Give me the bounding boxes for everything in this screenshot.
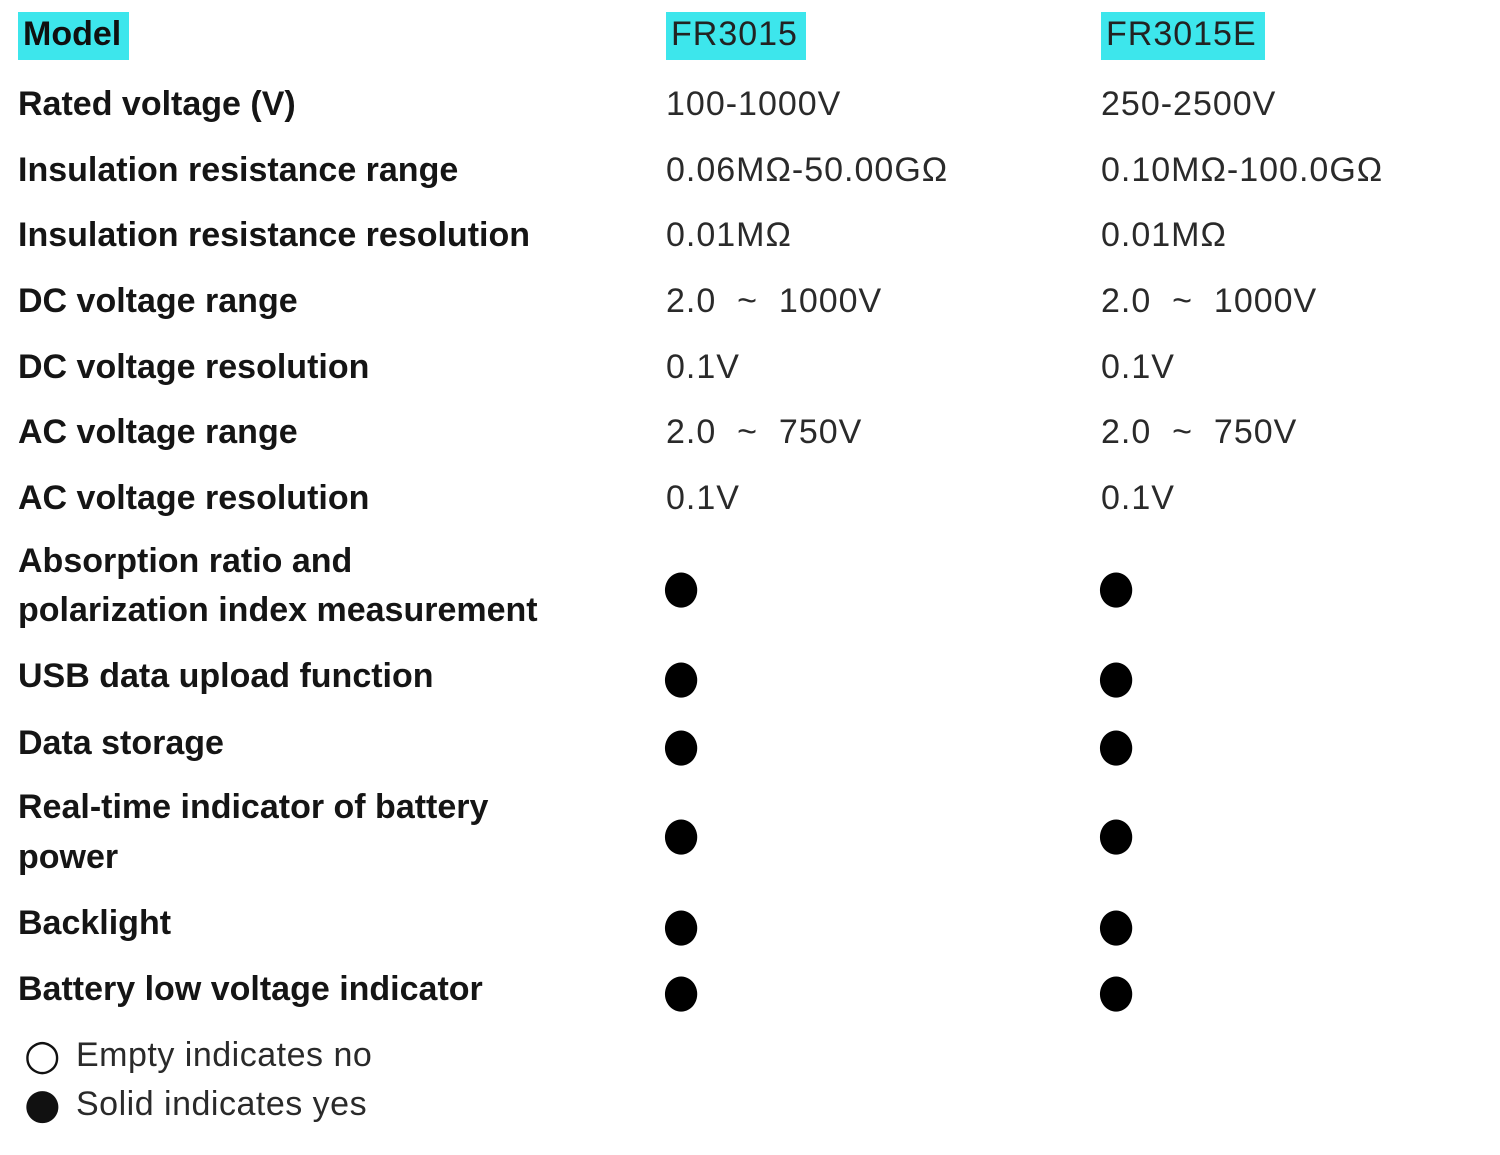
spec-row-dc-voltage-range: DC voltage range 2.0 ~ 1000V 2.0 ~ 1000V bbox=[0, 269, 1500, 335]
spec-value-fr3015e: 0.1V bbox=[1101, 347, 1175, 386]
spec-label-text: Rated voltage (V) bbox=[18, 85, 296, 124]
solid-circle-icon: ● bbox=[1097, 896, 1135, 951]
legend-text-solid: Solid indicates yes bbox=[76, 1084, 368, 1123]
legend-text-empty: Empty indicates no bbox=[76, 1035, 373, 1074]
solid-circle-icon: ● bbox=[1097, 716, 1135, 771]
feature-cell-fr3015e: ● bbox=[1097, 805, 1500, 860]
solid-circle-icon: ● bbox=[662, 962, 700, 1017]
spec-label: DC voltage resolution bbox=[18, 343, 666, 392]
solid-circle-icon: ● bbox=[662, 649, 700, 704]
feature-cell-fr3015: ● bbox=[662, 896, 1101, 951]
spec-value-fr3015e: 250-2500V bbox=[1101, 85, 1277, 124]
column-header-fr3015-cell: FR3015 bbox=[666, 12, 1101, 60]
spec-row-insulation-range: Insulation resistance range 0.06MΩ-50.00… bbox=[0, 138, 1500, 204]
solid-circle-icon: ● bbox=[24, 1079, 61, 1129]
spec-label-text: USB data upload function bbox=[18, 656, 434, 695]
spec-label-text: DC voltage resolution bbox=[18, 347, 370, 386]
spec-label: Insulation resistance range bbox=[18, 146, 666, 195]
feature-row-absorption-ratio: Absorption ratio and polarization index … bbox=[0, 531, 1500, 641]
solid-circle-icon: ● bbox=[662, 805, 700, 860]
spec-label-text: Insulation resistance range bbox=[18, 150, 459, 189]
spec-label: Battery low voltage indicator bbox=[18, 965, 666, 1014]
spec-label-line1: Real-time indicator of battery bbox=[18, 788, 489, 827]
spec-row-dc-voltage-resolution: DC voltage resolution 0.1V 0.1V bbox=[0, 334, 1500, 400]
feature-cell-fr3015e: ● bbox=[1097, 896, 1500, 951]
solid-circle-icon: ● bbox=[1097, 805, 1135, 860]
model-header-cell: Model bbox=[18, 12, 666, 60]
solid-circle-icon: ● bbox=[1097, 649, 1135, 704]
spec-label: Insulation resistance resolution bbox=[18, 211, 666, 260]
feature-cell-fr3015e: ● bbox=[1097, 962, 1500, 1017]
spec-label-text: AC voltage resolution bbox=[18, 478, 370, 517]
spec-value-fr3015e: 0.01MΩ bbox=[1101, 216, 1227, 255]
feature-cell-fr3015: ● bbox=[662, 559, 1101, 614]
spec-label: Data storage bbox=[18, 719, 666, 768]
empty-circle-icon: ○ bbox=[24, 1030, 61, 1080]
feature-cell-fr3015: ● bbox=[662, 962, 1101, 1017]
solid-circle-icon: ● bbox=[662, 559, 700, 614]
solid-circle-icon: ● bbox=[1097, 962, 1135, 1017]
spec-label: AC voltage resolution bbox=[18, 474, 666, 523]
spec-label: Backlight bbox=[18, 899, 666, 948]
feature-cell-fr3015: ● bbox=[662, 716, 1101, 771]
feature-cell-fr3015: ● bbox=[662, 805, 1101, 860]
spec-label: Real-time indicator of battery power bbox=[18, 783, 666, 882]
legend-item-solid: ● Solid indicates yes bbox=[24, 1080, 1500, 1129]
solid-circle-icon: ● bbox=[1097, 559, 1135, 614]
spec-value-fr3015: 100-1000V bbox=[666, 85, 842, 124]
feature-cell-fr3015e: ● bbox=[1097, 649, 1500, 704]
spec-label-line2: polarization index measurement bbox=[18, 591, 538, 630]
spec-label-line1: Absorption ratio and bbox=[18, 541, 353, 580]
spec-value-fr3015: 0.01MΩ bbox=[666, 216, 792, 255]
spec-row-rated-voltage: Rated voltage (V) 100-1000V 250-2500V bbox=[0, 72, 1500, 138]
spec-value-fr3015e: 2.0 ~ 750V bbox=[1101, 413, 1298, 452]
feature-row-usb-upload: USB data upload function ● ● bbox=[0, 641, 1500, 711]
feature-row-battery-indicator: Real-time indicator of battery power ● ● bbox=[0, 777, 1500, 889]
spec-value-fr3015: 0.1V bbox=[666, 347, 740, 386]
spec-value-fr3015e: 0.1V bbox=[1101, 478, 1175, 517]
spec-row-ac-voltage-resolution: AC voltage resolution 0.1V 0.1V bbox=[0, 466, 1500, 532]
spec-label: AC voltage range bbox=[18, 408, 666, 457]
spec-label-text: Insulation resistance resolution bbox=[18, 216, 531, 255]
spec-value-fr3015: 0.06MΩ-50.00GΩ bbox=[666, 150, 949, 189]
column-header-fr3015e: FR3015E bbox=[1101, 12, 1265, 60]
solid-circle-icon: ● bbox=[662, 896, 700, 951]
spec-label: Absorption ratio and polarization index … bbox=[18, 537, 666, 636]
spec-value-fr3015: 0.1V bbox=[666, 478, 740, 517]
spec-value-fr3015e: 0.10MΩ-100.0GΩ bbox=[1101, 150, 1384, 189]
solid-circle-icon: ● bbox=[662, 716, 700, 771]
spec-label: USB data upload function bbox=[18, 652, 666, 701]
spec-row-insulation-resolution: Insulation resistance resolution 0.01MΩ … bbox=[0, 203, 1500, 269]
spec-label-text: DC voltage range bbox=[18, 281, 298, 320]
spec-label-text: AC voltage range bbox=[18, 413, 298, 452]
spec-value-fr3015: 2.0 ~ 1000V bbox=[666, 282, 883, 321]
legend: ○ Empty indicates no ● Solid indicates y… bbox=[0, 1031, 1500, 1129]
spec-label: Rated voltage (V) bbox=[18, 80, 666, 129]
feature-row-backlight: Backlight ● ● bbox=[0, 889, 1500, 959]
spec-row-ac-voltage-range: AC voltage range 2.0 ~ 750V 2.0 ~ 750V bbox=[0, 400, 1500, 466]
spec-label-text: Data storage bbox=[18, 724, 224, 763]
spec-header-row: Model FR3015 FR3015E bbox=[0, 0, 1500, 72]
feature-row-data-storage: Data storage ● ● bbox=[0, 711, 1500, 777]
feature-row-low-voltage-indicator: Battery low voltage indicator ● ● bbox=[0, 959, 1500, 1021]
spec-label: DC voltage range bbox=[18, 277, 666, 326]
model-header-label: Model bbox=[18, 12, 130, 60]
spec-value-fr3015: 2.0 ~ 750V bbox=[666, 413, 863, 452]
column-header-fr3015e-cell: FR3015E bbox=[1101, 12, 1500, 60]
legend-item-empty: ○ Empty indicates no bbox=[24, 1031, 1500, 1080]
feature-cell-fr3015e: ● bbox=[1097, 559, 1500, 614]
column-header-fr3015: FR3015 bbox=[666, 12, 806, 60]
spec-label-text: Backlight bbox=[18, 904, 172, 943]
spec-label-line2: power bbox=[18, 837, 119, 876]
spec-label-text: Battery low voltage indicator bbox=[18, 970, 483, 1009]
feature-cell-fr3015e: ● bbox=[1097, 716, 1500, 771]
feature-cell-fr3015: ● bbox=[662, 649, 1101, 704]
spec-value-fr3015e: 2.0 ~ 1000V bbox=[1101, 282, 1318, 321]
